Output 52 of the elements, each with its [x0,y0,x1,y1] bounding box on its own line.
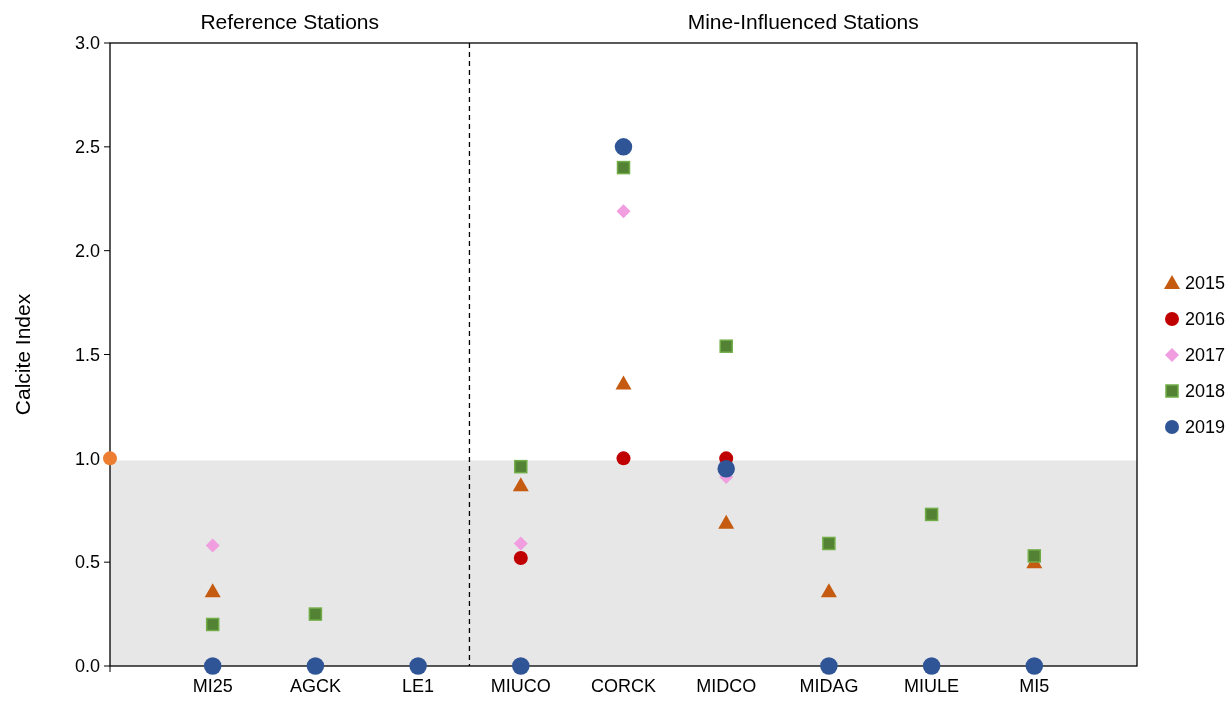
point [103,451,117,466]
y-tick-label: 1.5 [74,344,100,365]
point [616,160,631,175]
point [924,507,939,522]
point [204,583,221,598]
x-tick-label: MIULE [904,676,960,696]
x-tick-label: LE1 [402,676,435,696]
point [717,459,735,478]
legend-label: 2018 [1185,381,1226,402]
x-tick-label: MIUCO [490,676,551,696]
text: Reference Stations [200,10,380,33]
y-tick-label: 2.5 [74,137,100,158]
point [820,657,838,675]
point [616,451,631,466]
point [922,657,941,675]
y-tick-label: 0.5 [74,552,100,573]
point [513,551,528,566]
x-tick-label: MI25 [192,676,233,696]
x-tick-label: MIDCO [696,676,757,696]
point [514,459,528,474]
legend-label: 2019 [1185,417,1226,438]
legend-label: 2016 [1185,309,1226,330]
point [512,657,530,675]
point [616,204,631,219]
text: Mine-Influenced Stations [687,10,919,33]
point [306,657,325,675]
point [822,536,836,551]
x-tick-label: CORCK [590,676,657,696]
point [203,657,222,675]
x-tick-label: AGCK [289,676,341,696]
point [718,514,735,529]
point [308,607,323,621]
point [512,477,529,492]
point [1025,657,1044,675]
point [205,538,220,553]
point [614,138,633,156]
point [205,617,220,632]
y-tick-label: 2.0 [74,240,100,261]
point [1027,549,1042,563]
point [820,583,837,598]
point [409,657,427,675]
y-tick-label: 0.0 [74,656,100,677]
point [513,536,528,551]
point [719,339,733,353]
y-axis-title: Calcite Index [11,293,34,416]
y-tick-label: 3.0 [74,33,100,54]
x-tick-label: MI5 [1019,676,1050,696]
legend-label: 2017 [1185,345,1226,366]
legend-label: 2015 [1185,273,1226,294]
x-tick-label: MIDAG [799,676,859,696]
y-tick-label: 1.0 [74,448,100,469]
point [615,375,632,390]
